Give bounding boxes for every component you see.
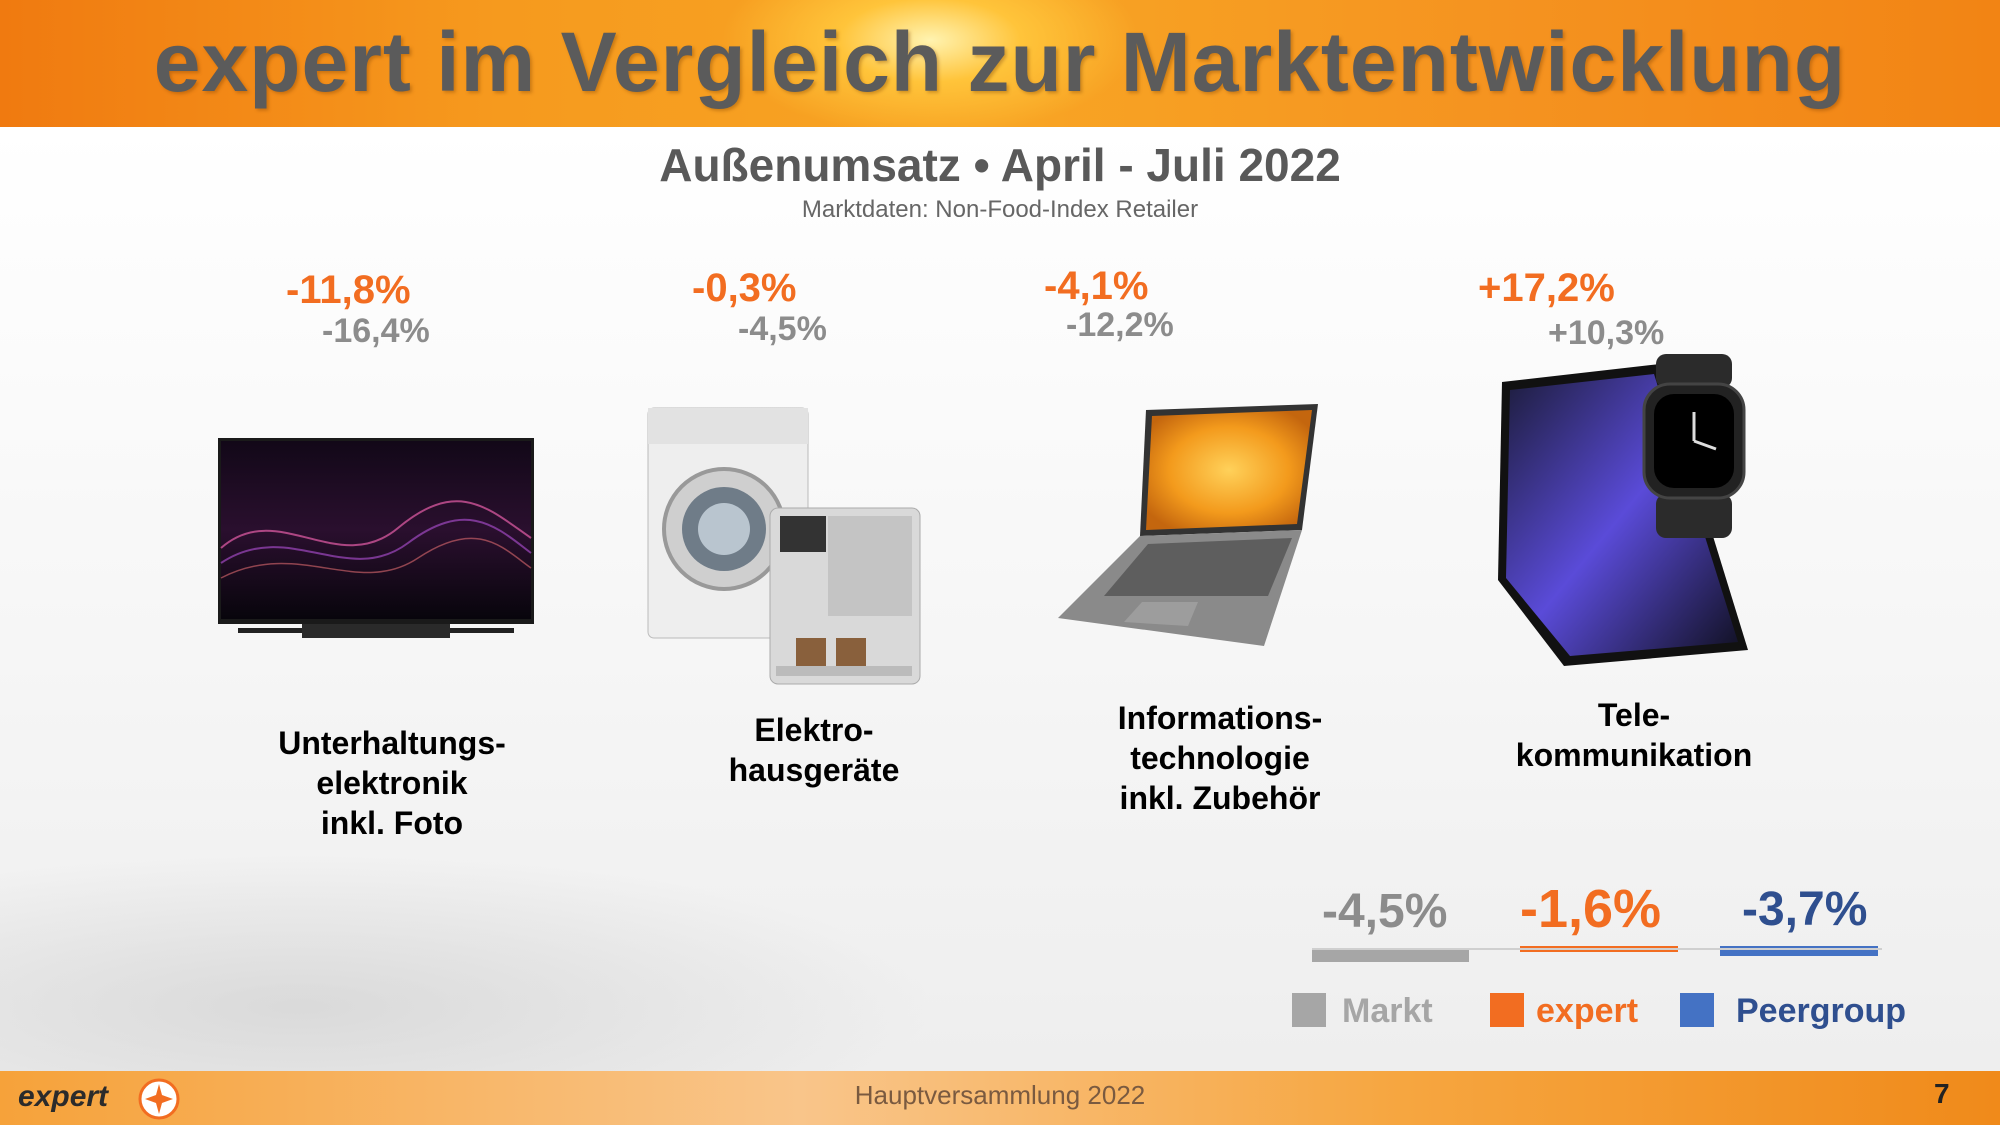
legend-markt-label: Markt xyxy=(1342,992,1433,1030)
footer-bar xyxy=(0,1071,2000,1125)
category-label-ue: Unterhaltungs- elektronik inkl. Foto xyxy=(278,725,506,841)
phone-watch-icon xyxy=(1498,354,1748,666)
expert-logo-icon xyxy=(138,1078,180,1120)
legend-expert-label: expert xyxy=(1536,992,1639,1030)
laptop-icon xyxy=(1058,404,1318,646)
markt-value-it: -12,2% xyxy=(1066,306,1174,344)
category-label-it: Informations- technologie inkl. Zubehör xyxy=(1117,700,1323,816)
source-note: Marktdaten: Non-Food-Index Retailer xyxy=(801,196,1199,223)
summary-markt-value: -4,5% xyxy=(1322,885,1448,938)
summary-peergroup-bar xyxy=(1720,946,1878,956)
legend-peergroup-label: Peergroup xyxy=(1736,992,1907,1030)
subtitle: Außenumsatz • April - Juli 2022 xyxy=(659,139,1341,191)
legend-markt-swatch xyxy=(1292,993,1326,1027)
footer-text: Hauptversammlung 2022 xyxy=(854,1080,1146,1110)
expert-value-tk: +17,2% xyxy=(1478,266,1615,310)
expert-value-hausgeraete: -0,3% xyxy=(692,266,797,310)
summary-markt-bar xyxy=(1312,950,1469,962)
summary-expert-value: -1,6% xyxy=(1520,879,1662,939)
summary-peergroup-value: -3,7% xyxy=(1742,883,1868,936)
header-banner xyxy=(0,0,2000,127)
markt-value-hausgeraete: -4,5% xyxy=(738,310,827,348)
expert-value-ue: -11,8% xyxy=(286,268,411,312)
legend-peergroup-swatch xyxy=(1680,993,1714,1027)
category-label-tk: Tele- kommunikation xyxy=(1515,697,1753,773)
markt-value-ue: -16,4% xyxy=(322,312,430,350)
category-label-hausgeraete: Elektro- hausgeräte xyxy=(728,712,900,788)
page-number: 7 xyxy=(1934,1078,1950,1109)
tv-icon xyxy=(218,438,534,638)
legend-expert-swatch xyxy=(1490,993,1524,1027)
markt-value-tk: +10,3% xyxy=(1548,314,1665,352)
summary-baseline xyxy=(1312,948,1882,950)
washing-machine-coffee-icon xyxy=(647,407,921,685)
expert-value-it: -4,1% xyxy=(1044,264,1149,308)
page-title: expert im Vergleich zur Marktentwicklung xyxy=(153,15,1847,109)
expert-logo-text: expert xyxy=(18,1080,109,1113)
